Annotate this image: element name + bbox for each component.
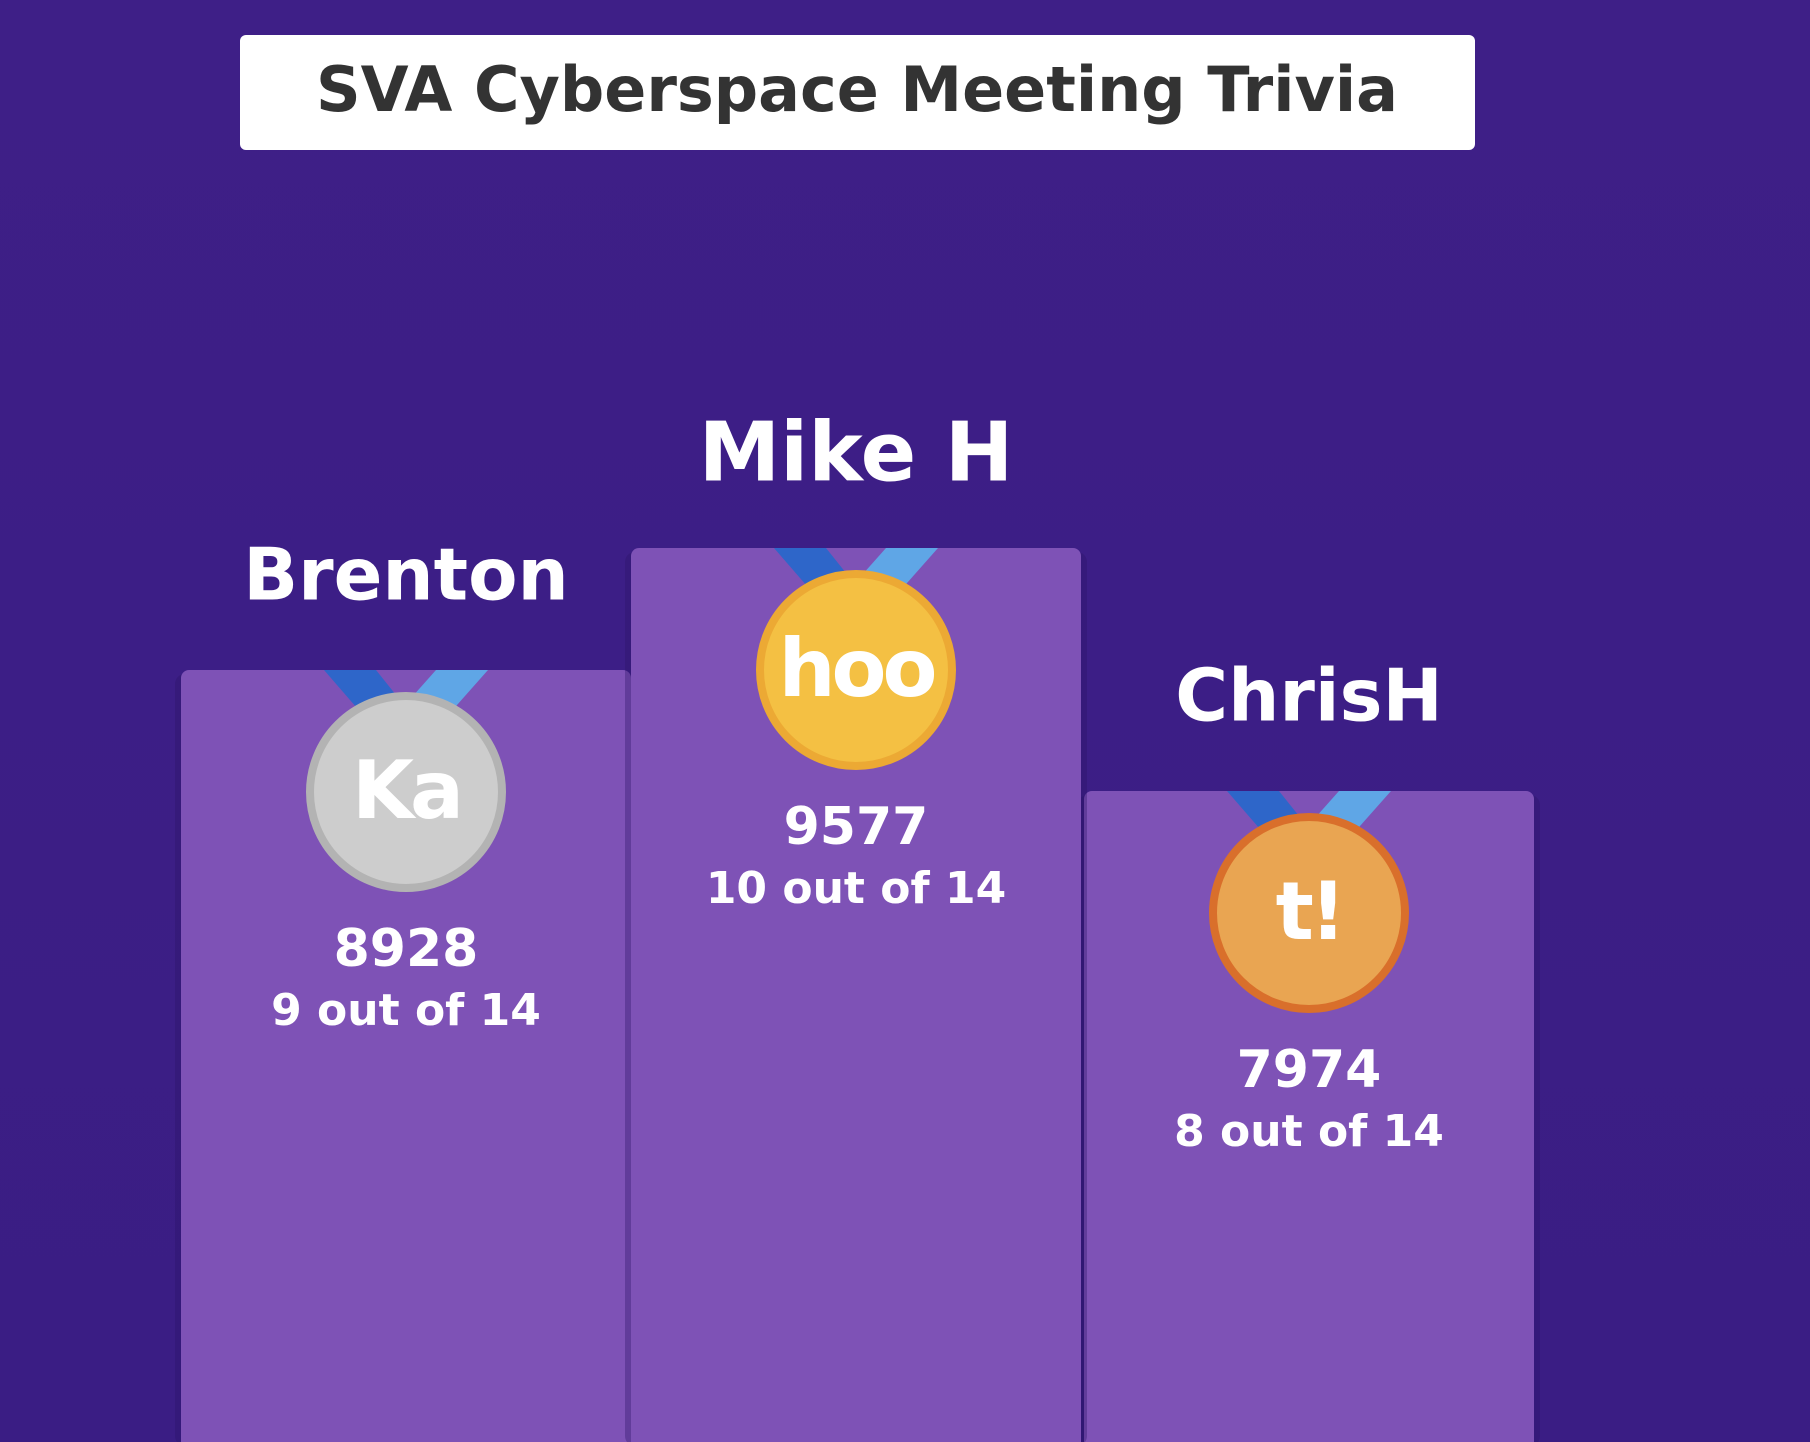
medal-text: t! [1276, 865, 1343, 958]
title: SVA Cyberspace Meeting Trivia [316, 53, 1398, 126]
title-box [240, 35, 1475, 150]
podiums: Brenton Ka 8928 9 out of 14 ChrisH t! 7974 8 ou… [175, 405, 1540, 1442]
score: 7974 [1237, 1040, 1382, 1100]
correct-count: 8 out of 14 [1174, 1106, 1444, 1157]
correct-count: 10 out of 14 [706, 863, 1006, 914]
player-name: Mike H [699, 405, 1014, 500]
podium-block [1084, 791, 1534, 1442]
podium-entry: Brenton Ka 8928 9 out of 14 [175, 533, 637, 1442]
podium-entry: Mike H hoo 9577 10 out of 14 [625, 405, 1087, 1442]
podium-entry: ChrisH t! 7974 8 out of 14 [1078, 654, 1540, 1442]
score: 8928 [334, 919, 479, 979]
medal-text: hoo [779, 622, 935, 715]
podium-block [181, 670, 631, 1442]
score: 9577 [784, 797, 929, 857]
medal-text: Ka [352, 744, 460, 837]
medal [306, 692, 506, 892]
medal [756, 570, 956, 770]
player-name: Brenton [243, 533, 569, 617]
podium-block [631, 548, 1081, 1442]
correct-count: 9 out of 14 [271, 985, 541, 1036]
player-name: ChrisH [1175, 654, 1442, 738]
medal [1209, 813, 1409, 1013]
